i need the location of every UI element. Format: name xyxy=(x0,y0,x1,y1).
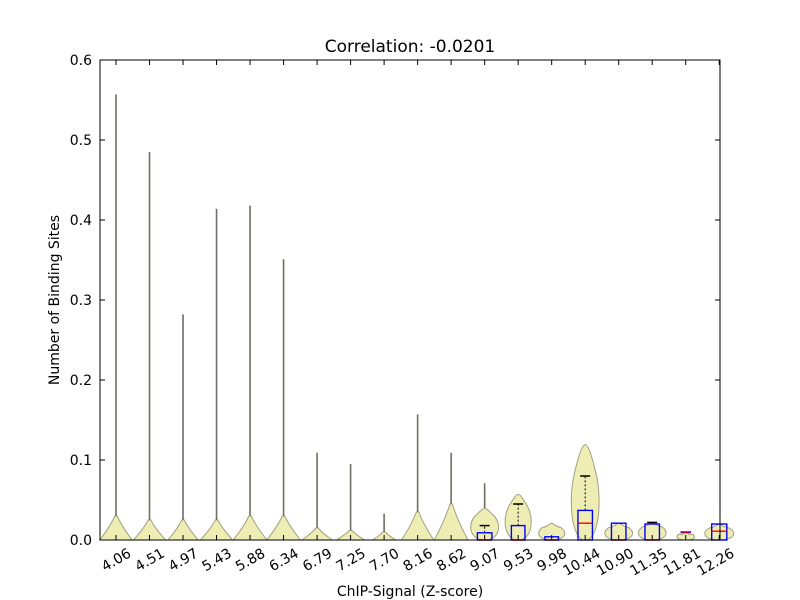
violin-body xyxy=(232,515,268,541)
plot-area xyxy=(98,94,735,541)
violin-body xyxy=(265,515,302,541)
violin-6.34 xyxy=(265,259,302,541)
y-tick-label: 0.1 xyxy=(70,453,92,469)
violin-5.88 xyxy=(232,205,268,541)
violin-4.06 xyxy=(98,94,134,541)
violin-body xyxy=(132,519,167,541)
y-tick-label: 0.0 xyxy=(70,533,92,549)
violin-4.97 xyxy=(166,314,200,541)
violin-body xyxy=(199,519,234,541)
violin-body xyxy=(166,519,200,541)
violin-body xyxy=(300,527,334,541)
violin-5.43 xyxy=(199,208,234,541)
violin-4.51 xyxy=(132,152,167,541)
y-axis-label: Number of Binding Sites xyxy=(47,215,63,385)
violin-body xyxy=(98,515,134,541)
y-tick-label: 0.3 xyxy=(70,293,92,309)
x-axis-label: ChIP-Signal (Z-score) xyxy=(337,584,483,600)
y-axis: 0.0 0.1 0.2 0.3 0.4 0.5 0.6 xyxy=(70,53,720,549)
violin-6.79 xyxy=(300,452,334,541)
violin-body xyxy=(400,511,435,541)
violin-9.07 xyxy=(470,483,499,541)
violin-body xyxy=(538,522,566,541)
y-tick-label: 0.6 xyxy=(70,53,92,69)
y-tick-label: 0.4 xyxy=(70,213,92,229)
violin-10.44 xyxy=(570,444,600,541)
violin-8.62 xyxy=(433,452,469,541)
y-tick-label: 0.5 xyxy=(70,133,92,149)
chart-title: Correlation: -0.0201 xyxy=(325,37,496,57)
violin-body xyxy=(433,503,469,541)
y-tick-label: 0.2 xyxy=(70,373,92,389)
violin-8.16 xyxy=(400,414,435,541)
